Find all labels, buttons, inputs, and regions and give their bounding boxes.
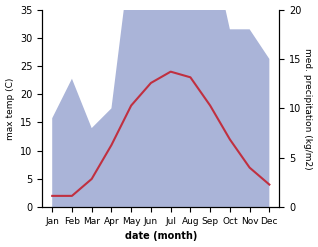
X-axis label: date (month): date (month) bbox=[125, 231, 197, 242]
Y-axis label: med. precipitation (kg/m2): med. precipitation (kg/m2) bbox=[303, 48, 313, 169]
Y-axis label: max temp (C): max temp (C) bbox=[5, 77, 15, 140]
